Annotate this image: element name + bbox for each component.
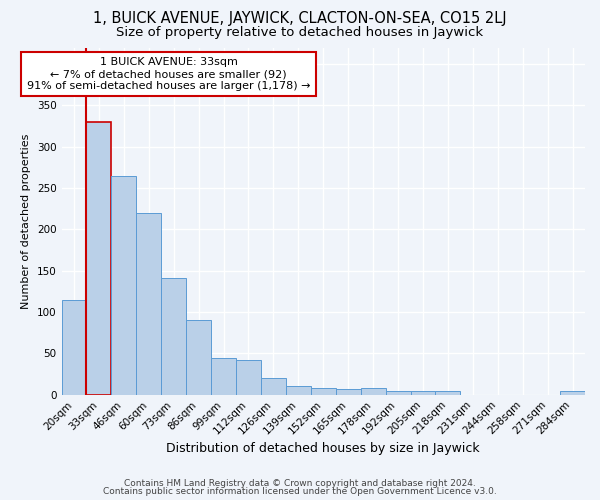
Text: Size of property relative to detached houses in Jaywick: Size of property relative to detached ho… xyxy=(116,26,484,39)
Bar xyxy=(361,388,386,394)
Bar xyxy=(336,389,361,394)
Bar xyxy=(261,378,286,394)
Bar xyxy=(386,390,410,394)
Bar xyxy=(311,388,336,394)
X-axis label: Distribution of detached houses by size in Jaywick: Distribution of detached houses by size … xyxy=(166,442,480,455)
Bar xyxy=(286,386,311,394)
Bar xyxy=(436,392,460,394)
Bar xyxy=(112,176,136,394)
Text: 1 BUICK AVENUE: 33sqm
← 7% of detached houses are smaller (92)
91% of semi-detac: 1 BUICK AVENUE: 33sqm ← 7% of detached h… xyxy=(27,58,310,90)
Bar xyxy=(211,358,236,395)
Text: 1, BUICK AVENUE, JAYWICK, CLACTON-ON-SEA, CO15 2LJ: 1, BUICK AVENUE, JAYWICK, CLACTON-ON-SEA… xyxy=(93,11,507,26)
Bar xyxy=(236,360,261,394)
Bar xyxy=(136,213,161,394)
Bar xyxy=(560,390,585,394)
Y-axis label: Number of detached properties: Number of detached properties xyxy=(22,134,31,309)
Text: Contains public sector information licensed under the Open Government Licence v3: Contains public sector information licen… xyxy=(103,487,497,496)
Bar xyxy=(186,320,211,394)
Bar xyxy=(62,300,86,394)
Bar xyxy=(161,278,186,394)
Text: Contains HM Land Registry data © Crown copyright and database right 2024.: Contains HM Land Registry data © Crown c… xyxy=(124,478,476,488)
Bar xyxy=(86,122,112,394)
Bar xyxy=(410,392,436,394)
